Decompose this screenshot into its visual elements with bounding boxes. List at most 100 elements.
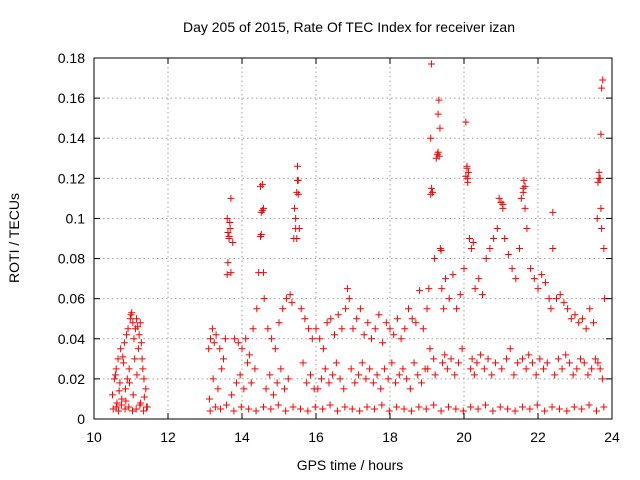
plot-frame (93, 57, 613, 420)
data-point (214, 385, 222, 393)
data-point (279, 305, 287, 313)
data-point (452, 405, 460, 413)
data-point (126, 379, 134, 387)
data-point (245, 405, 253, 413)
data-point (308, 335, 316, 343)
data-point (114, 355, 122, 363)
data-point (112, 365, 120, 373)
x-tick-label: 16 (308, 429, 324, 445)
data-point (117, 401, 125, 409)
data-point (116, 379, 124, 387)
data-point (226, 218, 234, 226)
data-point (400, 405, 408, 413)
data-point (120, 339, 128, 347)
data-point (504, 251, 512, 259)
data-point (260, 295, 268, 303)
data-point (408, 315, 416, 323)
data-point (120, 359, 128, 367)
data-point (558, 365, 566, 373)
data-point (228, 391, 236, 399)
data-point (586, 305, 594, 313)
data-point (369, 379, 377, 387)
data-point (474, 405, 482, 413)
data-point (314, 385, 322, 393)
data-point (259, 269, 267, 277)
data-point (596, 365, 604, 373)
data-point (134, 323, 142, 331)
data-point (230, 407, 238, 415)
data-point (220, 355, 227, 363)
data-point (563, 407, 571, 415)
data-point (484, 355, 492, 363)
data-point (595, 168, 603, 176)
data-point (462, 118, 470, 126)
y-axis-label: ROTI / TECUs (6, 193, 22, 283)
data-point (319, 345, 327, 353)
data-point (284, 375, 292, 383)
data-point (221, 335, 229, 343)
data-point (257, 182, 264, 190)
data-point (439, 359, 447, 367)
data-point (379, 339, 387, 347)
data-point (338, 325, 346, 333)
data-point (373, 371, 381, 379)
data-point (244, 359, 252, 367)
y-tick-label: 0.16 (58, 90, 85, 106)
data-point (468, 355, 476, 363)
data-point (136, 401, 144, 409)
data-point (479, 291, 486, 299)
data-point (405, 305, 412, 313)
data-point (332, 359, 340, 367)
data-point (415, 403, 423, 411)
data-point (590, 319, 597, 327)
data-point (282, 295, 290, 303)
data-point (363, 403, 371, 411)
data-point (129, 391, 137, 399)
data-point (498, 365, 506, 373)
data-point (410, 359, 418, 367)
data-point (289, 403, 297, 411)
data-point (288, 299, 296, 307)
data-point (227, 269, 235, 277)
data-point (269, 391, 277, 399)
data-point (342, 305, 350, 313)
data-point (570, 403, 578, 411)
data-point (508, 265, 516, 273)
data-point (575, 319, 583, 327)
data-point (435, 96, 443, 104)
x-tick-label: 20 (456, 429, 472, 445)
data-point (417, 379, 425, 387)
data-point (594, 359, 602, 367)
data-point (385, 407, 393, 415)
data-point (140, 375, 148, 383)
data-point (123, 331, 131, 339)
data-point (510, 371, 518, 379)
data-point (397, 335, 405, 343)
data-point (121, 405, 129, 413)
data-point (205, 345, 213, 353)
data-point (588, 365, 596, 373)
data-point (481, 401, 489, 409)
data-point (384, 375, 392, 383)
data-point (268, 335, 276, 343)
data-point (434, 110, 442, 118)
data-point (600, 403, 608, 411)
data-point (371, 325, 379, 333)
data-point (464, 178, 472, 186)
data-point (516, 245, 523, 253)
data-point (414, 371, 422, 379)
data-point (488, 371, 496, 379)
data-point (486, 245, 494, 253)
data-point (449, 271, 457, 279)
data-point (382, 319, 390, 327)
data-point (436, 124, 444, 132)
data-point (356, 407, 364, 415)
data-point (425, 285, 433, 293)
data-point (441, 351, 449, 359)
data-point (345, 295, 353, 303)
data-point (224, 259, 232, 267)
data-point (126, 315, 134, 323)
data-point (237, 403, 245, 411)
data-point (541, 279, 549, 287)
data-point (597, 204, 605, 212)
